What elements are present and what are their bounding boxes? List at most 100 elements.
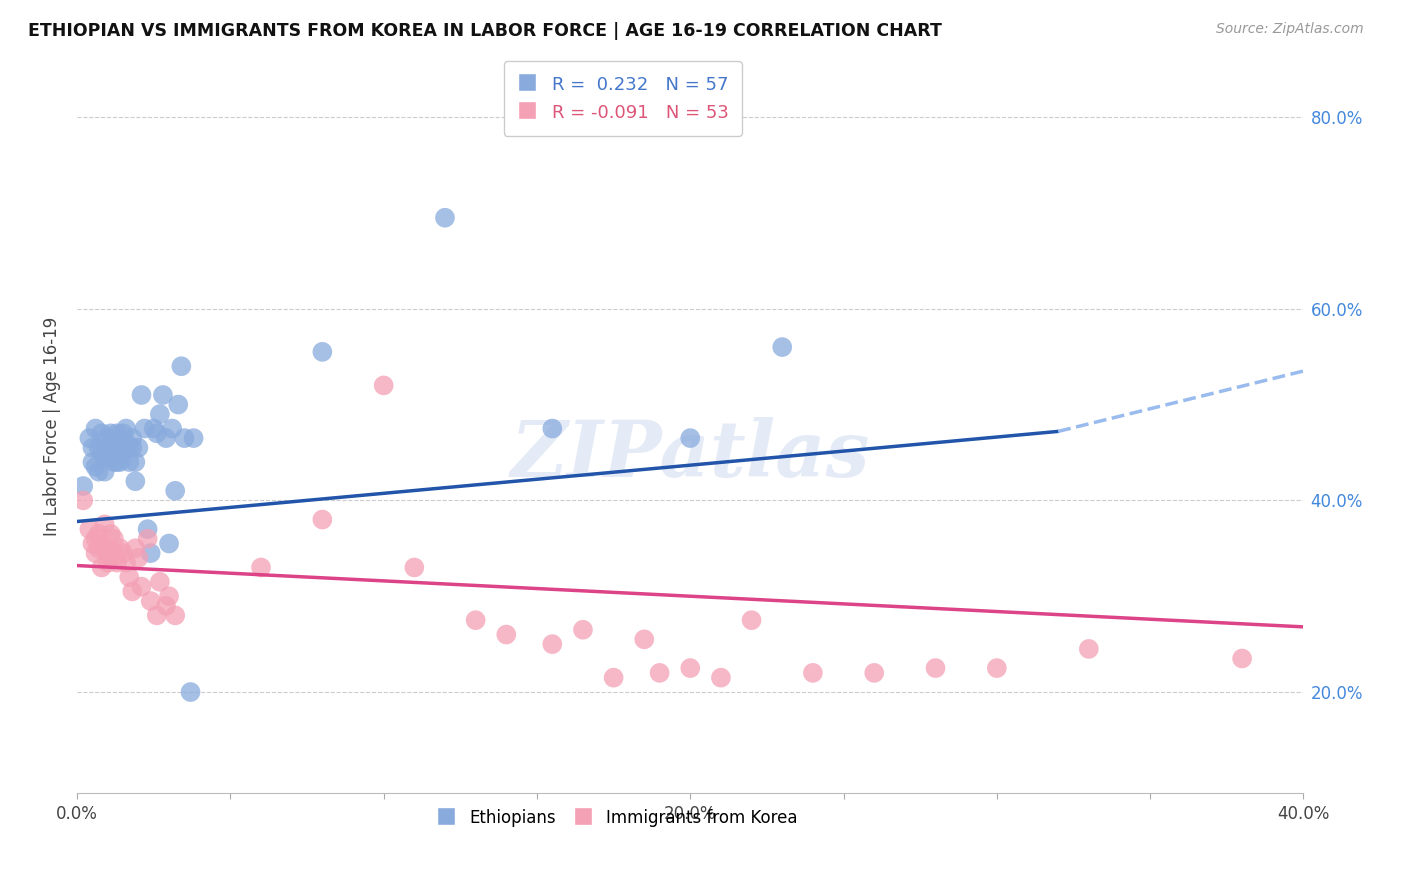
Point <box>464 613 486 627</box>
Point <box>139 594 162 608</box>
Point <box>84 459 107 474</box>
Point <box>82 536 104 550</box>
Point <box>121 441 143 455</box>
Point <box>770 340 793 354</box>
Point <box>986 661 1008 675</box>
Point <box>155 599 177 613</box>
Point <box>87 441 110 455</box>
Point <box>115 556 138 570</box>
Point <box>801 665 824 680</box>
Point <box>602 671 624 685</box>
Point <box>108 541 131 556</box>
Point <box>134 421 156 435</box>
Point <box>183 431 205 445</box>
Point <box>93 541 115 556</box>
Point <box>250 560 273 574</box>
Point <box>100 426 122 441</box>
Point <box>97 556 120 570</box>
Point <box>404 560 426 574</box>
Point <box>924 661 946 675</box>
Point <box>633 632 655 647</box>
Point <box>173 431 195 445</box>
Point <box>84 421 107 435</box>
Point <box>149 574 172 589</box>
Legend: Ethiopians, Immigrants from Korea: Ethiopians, Immigrants from Korea <box>427 800 806 836</box>
Point <box>100 527 122 541</box>
Point <box>87 527 110 541</box>
Point <box>118 441 141 455</box>
Point <box>157 589 180 603</box>
Point <box>112 445 135 459</box>
Point <box>136 522 159 536</box>
Point <box>87 465 110 479</box>
Point <box>90 536 112 550</box>
Point <box>93 465 115 479</box>
Point <box>97 431 120 445</box>
Point <box>146 608 169 623</box>
Point <box>679 661 702 675</box>
Point <box>1230 651 1253 665</box>
Point <box>165 608 187 623</box>
Point <box>100 450 122 465</box>
Point <box>112 546 135 560</box>
Point <box>103 455 125 469</box>
Point <box>103 532 125 546</box>
Point <box>433 211 456 225</box>
Point <box>1077 641 1099 656</box>
Point <box>710 671 733 685</box>
Text: ZIPatlas: ZIPatlas <box>510 417 870 493</box>
Point <box>87 541 110 556</box>
Point <box>149 407 172 421</box>
Point <box>103 441 125 455</box>
Point <box>84 546 107 560</box>
Point <box>103 546 125 560</box>
Point <box>90 445 112 459</box>
Point <box>84 532 107 546</box>
Point <box>118 455 141 469</box>
Y-axis label: In Labor Force | Age 16-19: In Labor Force | Age 16-19 <box>44 317 60 536</box>
Point <box>121 584 143 599</box>
Point <box>160 421 183 435</box>
Point <box>142 421 165 435</box>
Point <box>131 388 153 402</box>
Point <box>93 517 115 532</box>
Point <box>648 665 671 680</box>
Point <box>72 479 94 493</box>
Point <box>541 637 564 651</box>
Point <box>97 541 120 556</box>
Text: Source: ZipAtlas.com: Source: ZipAtlas.com <box>1216 22 1364 37</box>
Point <box>118 570 141 584</box>
Point <box>82 441 104 455</box>
Point <box>127 441 149 455</box>
Text: ETHIOPIAN VS IMMIGRANTS FROM KOREA IN LABOR FORCE | AGE 16-19 CORRELATION CHART: ETHIOPIAN VS IMMIGRANTS FROM KOREA IN LA… <box>28 22 942 40</box>
Point <box>541 421 564 435</box>
Point <box>105 426 128 441</box>
Point <box>311 512 333 526</box>
Point <box>105 441 128 455</box>
Point <box>311 344 333 359</box>
Point <box>97 445 120 459</box>
Point <box>136 532 159 546</box>
Point <box>93 450 115 465</box>
Point <box>157 536 180 550</box>
Point <box>152 388 174 402</box>
Point <box>115 421 138 435</box>
Point <box>124 541 146 556</box>
Point <box>180 685 202 699</box>
Point <box>131 580 153 594</box>
Point <box>155 431 177 445</box>
Point <box>170 359 193 374</box>
Point <box>103 436 125 450</box>
Point <box>679 431 702 445</box>
Point <box>72 493 94 508</box>
Point <box>90 426 112 441</box>
Point <box>79 522 101 536</box>
Point <box>108 441 131 455</box>
Point <box>127 550 149 565</box>
Point <box>146 426 169 441</box>
Point <box>165 483 187 498</box>
Point <box>373 378 395 392</box>
Point <box>79 431 101 445</box>
Point <box>124 474 146 488</box>
Point <box>572 623 595 637</box>
